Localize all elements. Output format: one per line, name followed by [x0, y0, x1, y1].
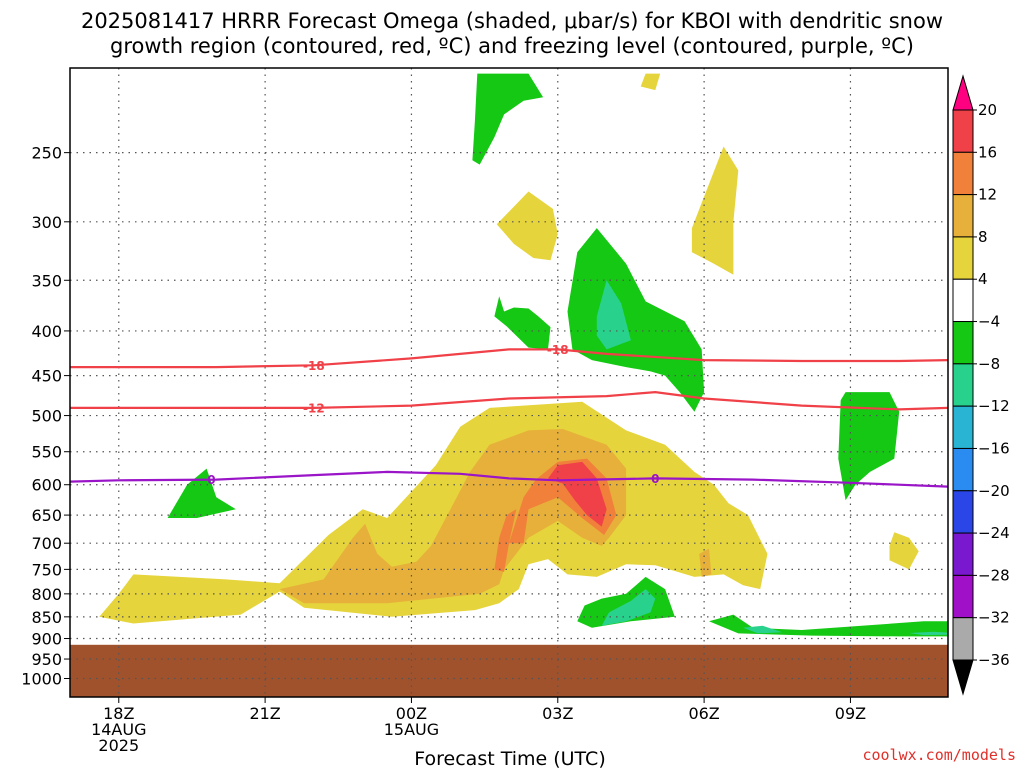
colorbar-label: 12 — [978, 186, 997, 204]
chart-title-line-1: 2025081417 HRRR Forecast Omega (shaded, … — [81, 9, 943, 33]
y-tick-label: 700 — [31, 534, 62, 553]
omega-region-1 — [496, 191, 558, 261]
y-tick-label: 900 — [31, 630, 62, 649]
omega-region-5 — [567, 228, 705, 412]
colorbar-swatch — [952, 447, 974, 492]
y-tick-label: 950 — [31, 650, 62, 669]
colorbar-swatch — [952, 363, 974, 407]
contour-line--12 — [70, 390, 948, 411]
colorbar-label: −8 — [978, 355, 1000, 373]
colorbar-swatch — [952, 321, 974, 365]
y-tick-label: 300 — [31, 213, 62, 232]
x-tick-label: 09Z — [835, 704, 866, 723]
y-tick-label: 800 — [31, 585, 62, 604]
y-tick-label: 400 — [31, 322, 62, 341]
colorbar-label: −24 — [978, 524, 1010, 542]
x-tick-label: 2025 — [98, 736, 139, 755]
omega-region-4 — [494, 296, 551, 350]
omega-region-20 — [909, 631, 948, 636]
omega-region-6 — [596, 280, 631, 350]
y-axis: 250 300 350 400 450 500 550 600 650 700 750 800 850 9… — [21, 144, 70, 688]
y-tick-label: 250 — [31, 144, 62, 163]
chart-title: 2025081417 HRRR Forecast Omega (shaded, … — [81, 9, 943, 58]
colorbar-legend: 20 16 12 8 4 −4 −8 −12 −16 −20 −24 −28 −32 −36 — [952, 74, 1010, 696]
colorbar-swatch — [952, 278, 974, 323]
plot-area: -18 -18 -12 0 0 — [69, 67, 949, 698]
y-tick-label: 550 — [31, 443, 62, 462]
colorbar-label: −28 — [978, 566, 1010, 584]
contour-label: 0 — [207, 473, 215, 487]
y-tick-label: 600 — [31, 476, 62, 495]
y-tick-label: 450 — [31, 367, 62, 386]
x-tick-label: 15AUG — [384, 720, 439, 739]
omega-region-17 — [601, 589, 656, 626]
omega-region-19 — [743, 625, 783, 634]
x-tick-label: 00Z — [396, 704, 427, 723]
x-axis-label: Forecast Time (UTC) — [414, 748, 605, 768]
contour-label: 0 — [651, 472, 659, 486]
terrain-block — [70, 644, 948, 697]
colorbar-swatch — [952, 236, 974, 280]
colorbar-label: −32 — [978, 609, 1010, 627]
x-tick-label: 18Z — [103, 704, 134, 723]
colorbar-swatch — [952, 617, 974, 661]
omega-region-15 — [167, 468, 236, 518]
y-tick-label: 650 — [31, 506, 62, 525]
colorbar-swatch — [952, 574, 974, 619]
colorbar-swatch — [952, 109, 974, 153]
omega-region-9 — [889, 532, 919, 570]
colorbar-label: 8 — [978, 228, 988, 246]
colorbar-label: −16 — [978, 439, 1010, 457]
contour-line-0 — [70, 470, 948, 488]
y-tick-label: 500 — [31, 407, 62, 426]
colorbar-swatch — [952, 532, 974, 576]
x-tick-label: 14AUG — [91, 720, 146, 739]
x-tick-label: 03Z — [542, 704, 573, 723]
omega-region-2 — [640, 73, 661, 91]
x-tick-label: 06Z — [688, 704, 719, 723]
omega-region-7 — [838, 392, 900, 501]
site-credit: coolwx.com/models — [862, 746, 1016, 764]
omega-region-16 — [577, 576, 675, 628]
colorbar-swatch — [952, 490, 974, 534]
chart-title-line-2: growth region (contoured, red, ºC) and f… — [110, 34, 914, 58]
omega-region-13 — [494, 509, 517, 572]
omega-region-10 — [279, 429, 627, 604]
plot-border — [69, 67, 949, 698]
colorbar-label: −20 — [978, 482, 1010, 500]
contour-label: -12 — [303, 401, 325, 415]
colorbar-label: −4 — [978, 313, 1000, 331]
colorbar-label: 4 — [978, 270, 988, 288]
y-tick-label: 350 — [31, 271, 62, 290]
contour-line--18 — [70, 348, 948, 369]
y-tick-label: 1000 — [21, 669, 62, 688]
colorbar-arrow-top — [952, 74, 974, 111]
colorbar-label: 20 — [978, 101, 997, 119]
x-tick-label: 21Z — [249, 704, 280, 723]
omega-region-14 — [548, 461, 607, 527]
colorbar-label: −12 — [978, 397, 1010, 415]
colorbar-swatch — [952, 194, 974, 238]
colorbar-arrow-bottom — [952, 659, 974, 696]
y-tick-label: 750 — [31, 560, 62, 579]
omega-region-0 — [472, 73, 544, 165]
colorbar-label: 16 — [978, 143, 997, 161]
colorbar-label: −36 — [978, 651, 1010, 669]
y-tick-label: 850 — [31, 608, 62, 627]
colorbar-swatch — [952, 151, 974, 196]
contour-label: -18 — [303, 359, 325, 373]
contour-label: -18 — [547, 343, 569, 357]
colorbar-swatch — [952, 405, 974, 449]
omega-region-3 — [691, 146, 739, 275]
